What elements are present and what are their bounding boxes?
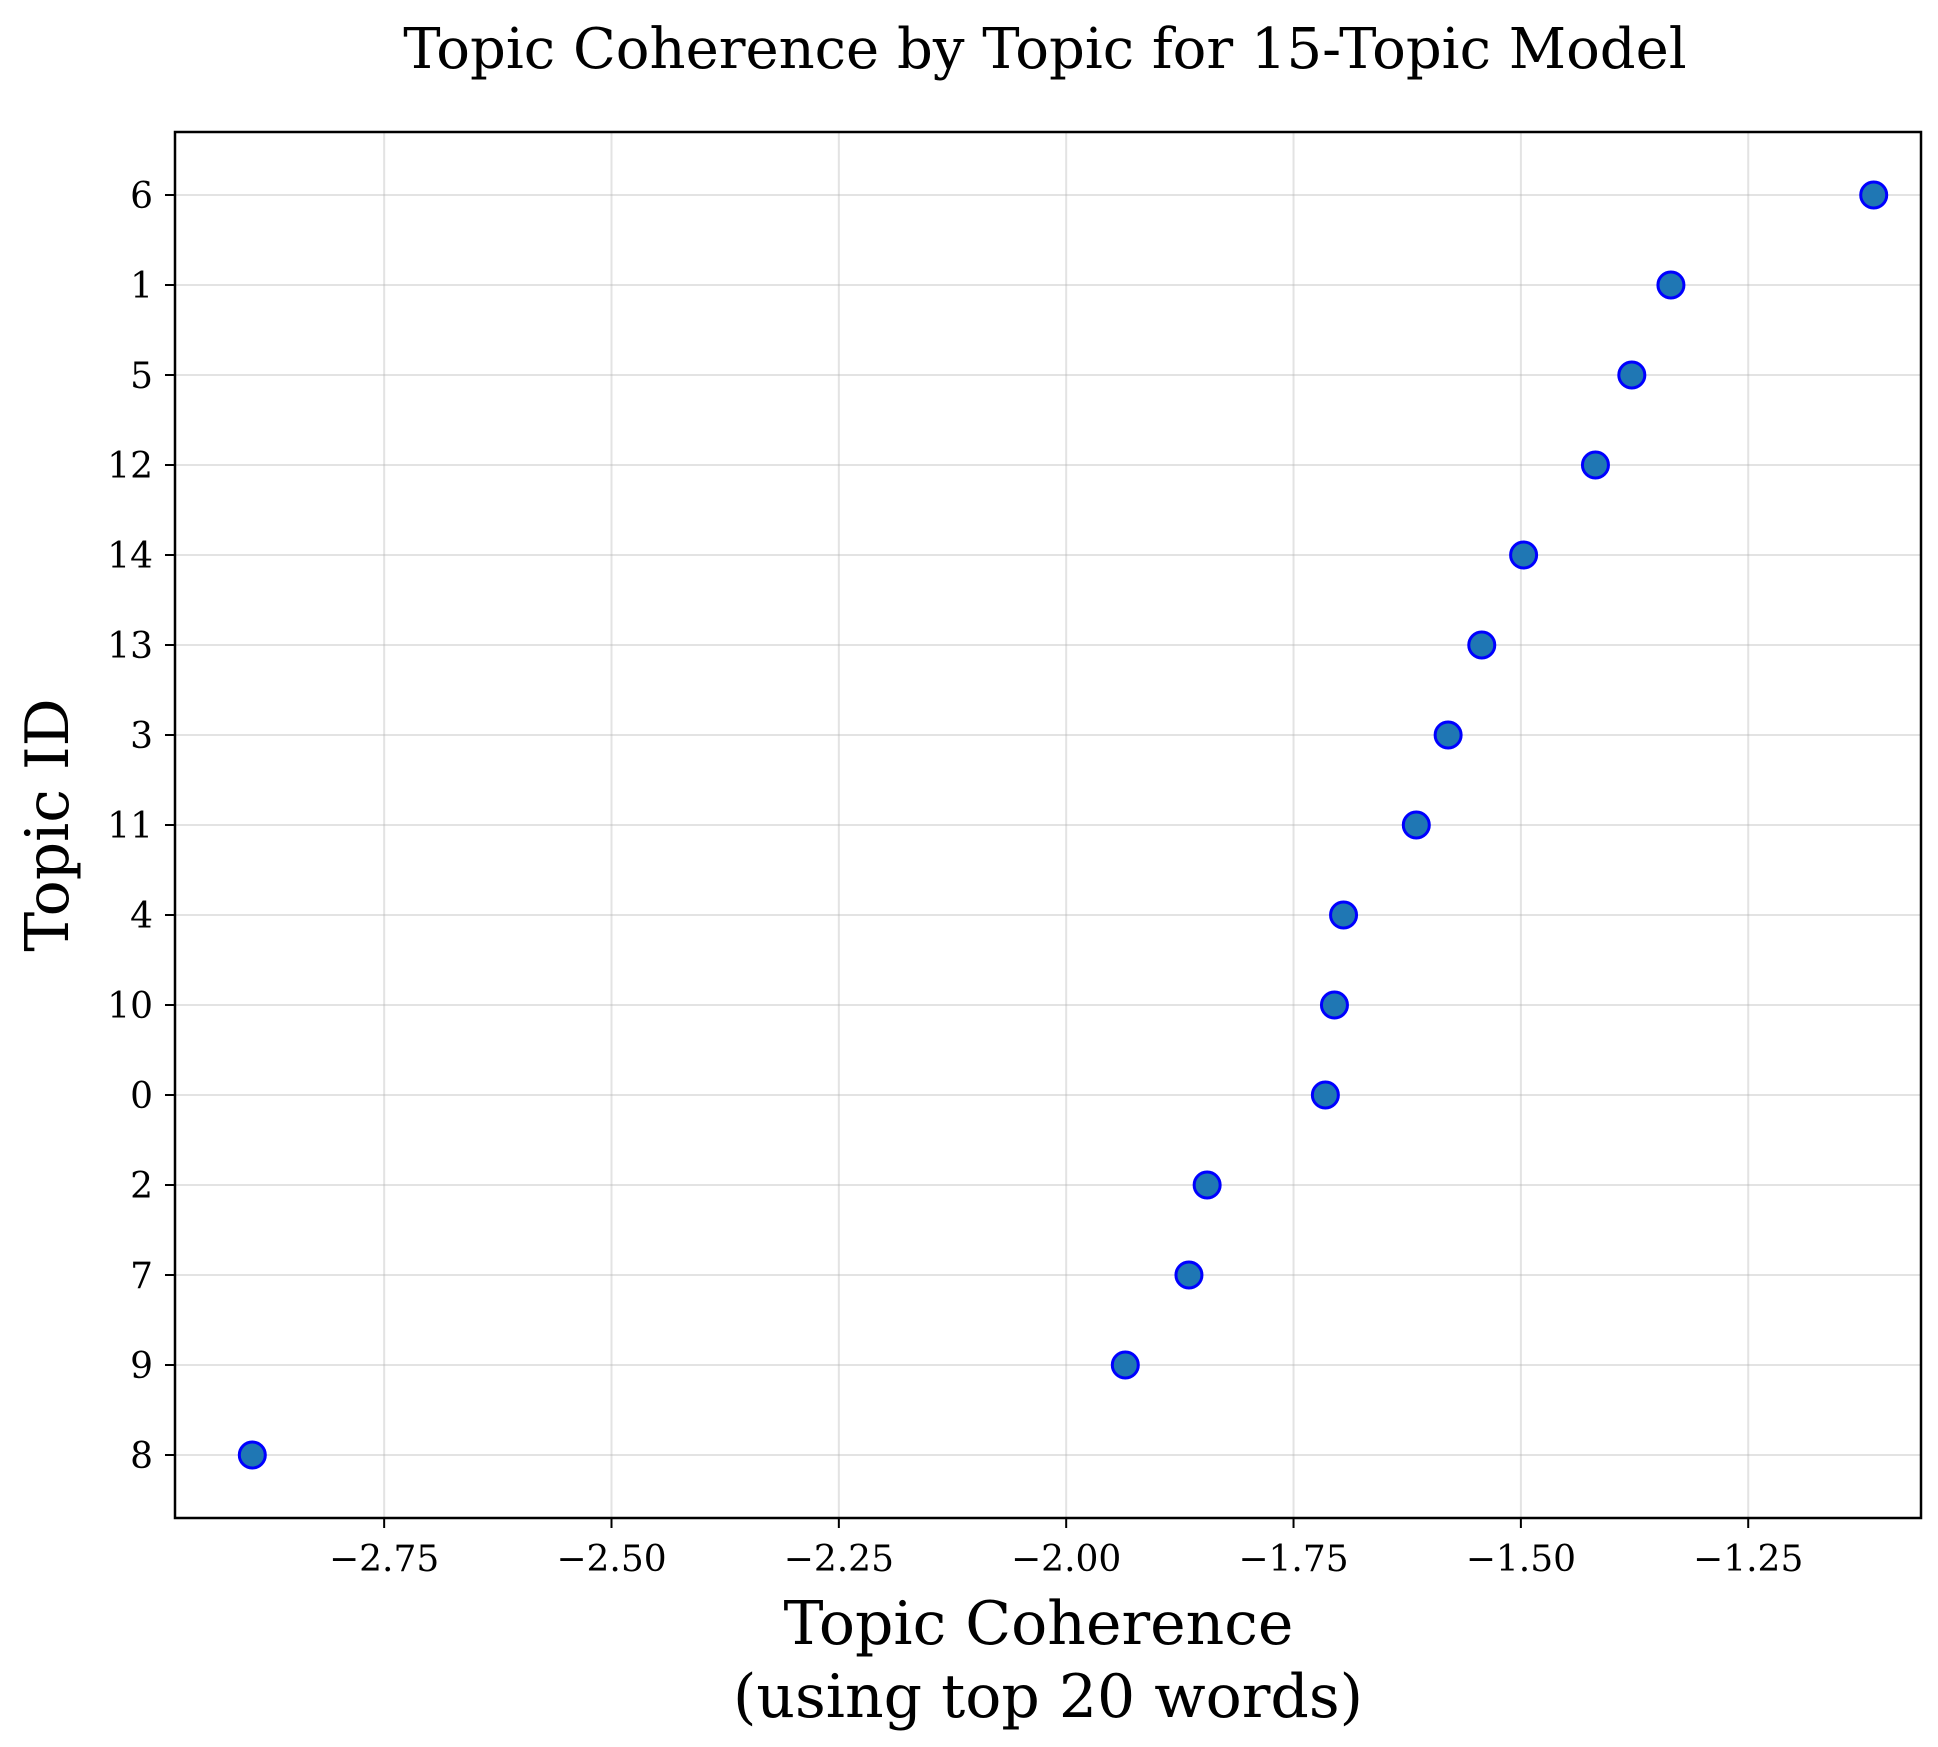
data-point (1433, 720, 1463, 750)
data-point (1310, 1080, 1340, 1110)
data-point (1319, 990, 1349, 1020)
x-tick-label: −2.00 (1011, 1539, 1121, 1580)
data-point (1174, 1260, 1204, 1290)
y-tick-label: 14 (107, 536, 153, 577)
y-tick-label: 6 (130, 176, 153, 217)
x-tick-label: −2.50 (556, 1539, 666, 1580)
x-tick-label: −2.25 (784, 1539, 894, 1580)
data-point (1656, 270, 1686, 300)
data-point (1401, 810, 1431, 840)
data-point (1617, 360, 1647, 390)
x-tick-label: −2.75 (329, 1539, 439, 1580)
x-axis-label-line-2: (using top 20 words) (733, 1662, 1363, 1732)
y-tick-label: 5 (130, 356, 153, 397)
y-tick-label: 10 (107, 986, 153, 1027)
y-axis-label: Topic ID (13, 698, 83, 952)
y-tick-label: 13 (107, 626, 153, 667)
y-tick-label: 7 (130, 1256, 153, 1297)
y-tick-label: 8 (130, 1436, 153, 1477)
y-tick-label: 0 (130, 1076, 153, 1117)
y-tick-label: 11 (107, 806, 153, 847)
data-point (1329, 900, 1359, 930)
y-tick-label: 4 (130, 896, 153, 937)
y-tick-label: 3 (130, 716, 153, 757)
data-point (237, 1440, 267, 1470)
x-tick-label: −1.50 (1466, 1539, 1576, 1580)
y-tick-label: 1 (130, 266, 153, 307)
x-axis-label: Topic Coherence (using top 20 words) (733, 1589, 1363, 1732)
x-axis-label-line-1: Topic Coherence (784, 1589, 1294, 1659)
y-tick-label: 12 (107, 446, 153, 487)
x-tick-label: −1.75 (1238, 1539, 1348, 1580)
data-points (237, 180, 1889, 1470)
data-point (1110, 1350, 1140, 1380)
y-axis-ticks: 8 9 7 2 0 10 4 11 3 13 14 12 5 1 6 (107, 176, 175, 1477)
x-axis-ticks: −2.75 −2.50 −2.25 −2.00 −1.75 −1.50 −1.25 (329, 1518, 1803, 1580)
data-point (1509, 540, 1539, 570)
y-tick-label: 2 (130, 1166, 153, 1207)
data-point (1192, 1170, 1222, 1200)
x-tick-label: −1.25 (1693, 1539, 1803, 1580)
grid-lines (175, 132, 1921, 1518)
data-point (1580, 450, 1610, 480)
chart-title: Topic Coherence by Topic for 15-Topic Mo… (403, 17, 1686, 82)
data-point (1467, 630, 1497, 660)
data-point (1859, 180, 1889, 210)
y-tick-label: 9 (130, 1346, 153, 1387)
